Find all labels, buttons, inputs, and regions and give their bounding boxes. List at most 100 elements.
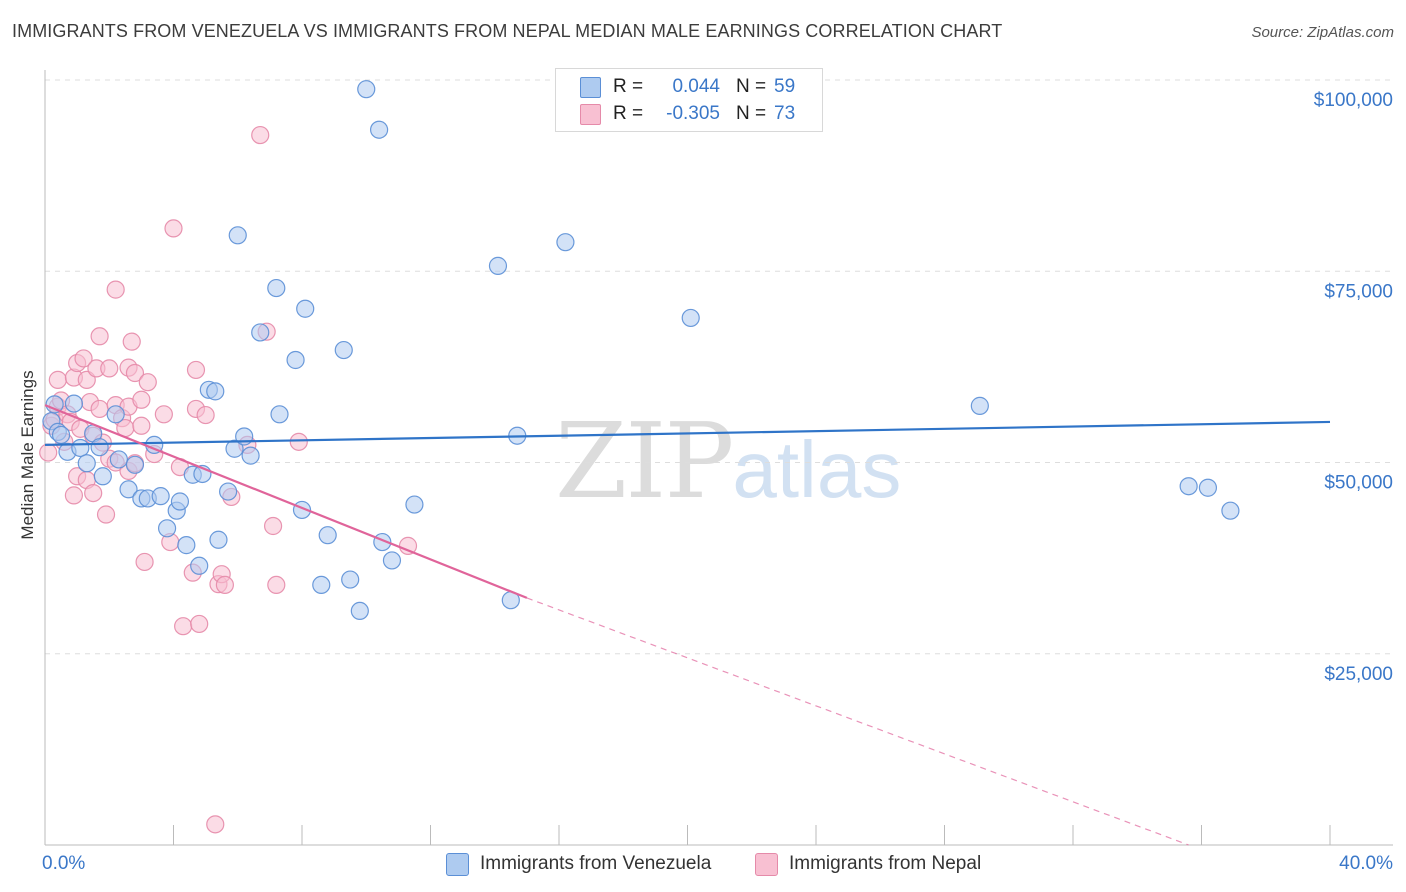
legend-r-value: -0.305 — [666, 103, 720, 124]
point-nepal — [106, 280, 125, 299]
watermark: ZIPatlas — [555, 400, 901, 522]
point-venezuela — [970, 396, 989, 415]
trend-line-nepal — [44, 404, 528, 599]
trend-line-venezuela — [44, 420, 1331, 447]
source-label: Source: ZipAtlas.com — [1251, 24, 1394, 41]
point-venezuela — [119, 480, 138, 499]
point-nepal — [96, 505, 116, 524]
watermark-atlas: atlas — [732, 425, 902, 514]
bottom-legend-label-venezuela: Immigrants from Venezuela — [480, 853, 712, 874]
point-venezuela — [177, 536, 196, 555]
point-venezuela — [296, 299, 315, 318]
bottom-legend-swatch-venezuela — [446, 853, 469, 876]
y-tick-label: $100,000 — [1314, 90, 1393, 111]
point-nepal — [84, 484, 103, 503]
point-venezuela — [151, 487, 170, 506]
y-tick-label: $50,000 — [1324, 473, 1393, 494]
point-nepal — [48, 370, 67, 389]
legend-n-value: 73 — [774, 103, 796, 124]
point-venezuela — [267, 278, 286, 298]
point-nepal — [100, 359, 119, 378]
y-axis-label: Median Male Earnings — [18, 370, 37, 539]
point-nepal — [196, 405, 215, 425]
point-venezuela — [270, 405, 289, 424]
point-venezuela — [681, 308, 700, 328]
point-nepal — [164, 219, 183, 238]
point-venezuela — [77, 454, 96, 473]
point-venezuela — [106, 405, 125, 424]
point-nepal — [64, 486, 84, 505]
x-tick-label: 0.0% — [42, 853, 85, 874]
watermark-zip: ZIP — [555, 400, 734, 522]
point-venezuela — [318, 526, 337, 545]
point-venezuela — [71, 438, 90, 458]
point-venezuela — [334, 340, 353, 360]
point-nepal — [90, 399, 109, 419]
point-venezuela — [157, 519, 177, 538]
point-nepal — [174, 617, 193, 636]
point-venezuela — [170, 492, 190, 511]
point-venezuela — [286, 350, 305, 370]
point-venezuela — [45, 395, 64, 414]
point-venezuela — [64, 394, 84, 413]
point-venezuela — [382, 551, 402, 570]
point-venezuela — [51, 425, 71, 445]
chart-title: IMMIGRANTS FROM VENEZUELA VS IMMIGRANTS … — [12, 21, 1003, 41]
legend-n-value: 59 — [774, 76, 796, 97]
point-nepal — [190, 614, 209, 634]
point-venezuela — [93, 467, 112, 486]
point-venezuela — [209, 530, 228, 549]
point-venezuela — [225, 439, 244, 458]
x-tick-label: 40.0% — [1339, 853, 1393, 874]
point-nepal — [125, 363, 145, 383]
point-venezuela — [228, 226, 247, 245]
y-tick-label: $25,000 — [1324, 664, 1393, 685]
point-venezuela — [350, 601, 369, 621]
point-nepal — [74, 349, 93, 368]
legend-r-value: 0.044 — [672, 76, 720, 97]
y-tick-label: $75,000 — [1324, 281, 1393, 302]
legend-r-label: R = — [613, 76, 644, 97]
legend-n-label: N = — [736, 76, 767, 97]
point-venezuela — [370, 120, 389, 139]
point-nepal — [138, 373, 157, 392]
point-venezuela — [556, 233, 575, 252]
point-venezuela — [241, 446, 260, 465]
point-venezuela — [90, 438, 109, 457]
point-venezuela — [251, 323, 270, 342]
point-nepal — [132, 416, 151, 435]
point-nepal — [122, 332, 141, 351]
point-venezuela — [109, 450, 128, 469]
point-venezuela — [488, 256, 508, 275]
point-venezuela — [312, 575, 331, 595]
point-venezuela — [1179, 477, 1198, 496]
point-nepal — [267, 575, 286, 595]
trend-line-extension-nepal — [526, 597, 1189, 846]
point-nepal — [263, 516, 283, 536]
bottom-legend-swatch-nepal — [755, 853, 778, 876]
point-nepal — [206, 815, 225, 834]
legend-swatch-nepal — [580, 104, 601, 125]
bottom-legend-label-nepal: Immigrants from Nepal — [789, 853, 982, 874]
point-venezuela — [190, 556, 209, 575]
point-nepal — [132, 390, 151, 409]
point-nepal — [251, 125, 270, 145]
point-nepal — [289, 432, 308, 451]
correlation-legend: R = 0.044 N = 59 R = -0.305 N = 73 — [555, 68, 823, 132]
point-venezuela — [357, 80, 376, 99]
point-venezuela — [1221, 501, 1240, 520]
point-nepal — [186, 360, 206, 380]
point-nepal — [154, 405, 173, 424]
point-nepal — [90, 327, 109, 346]
point-venezuela — [206, 382, 225, 401]
point-venezuela — [405, 495, 424, 514]
point-nepal — [39, 443, 58, 462]
legend-r-label: R = — [613, 103, 644, 124]
point-nepal — [215, 575, 234, 595]
legend-n-label: N = — [736, 103, 767, 124]
point-venezuela — [341, 570, 360, 589]
point-venezuela — [1198, 478, 1218, 497]
point-venezuela — [125, 455, 145, 474]
legend-swatch-venezuela — [580, 77, 601, 98]
